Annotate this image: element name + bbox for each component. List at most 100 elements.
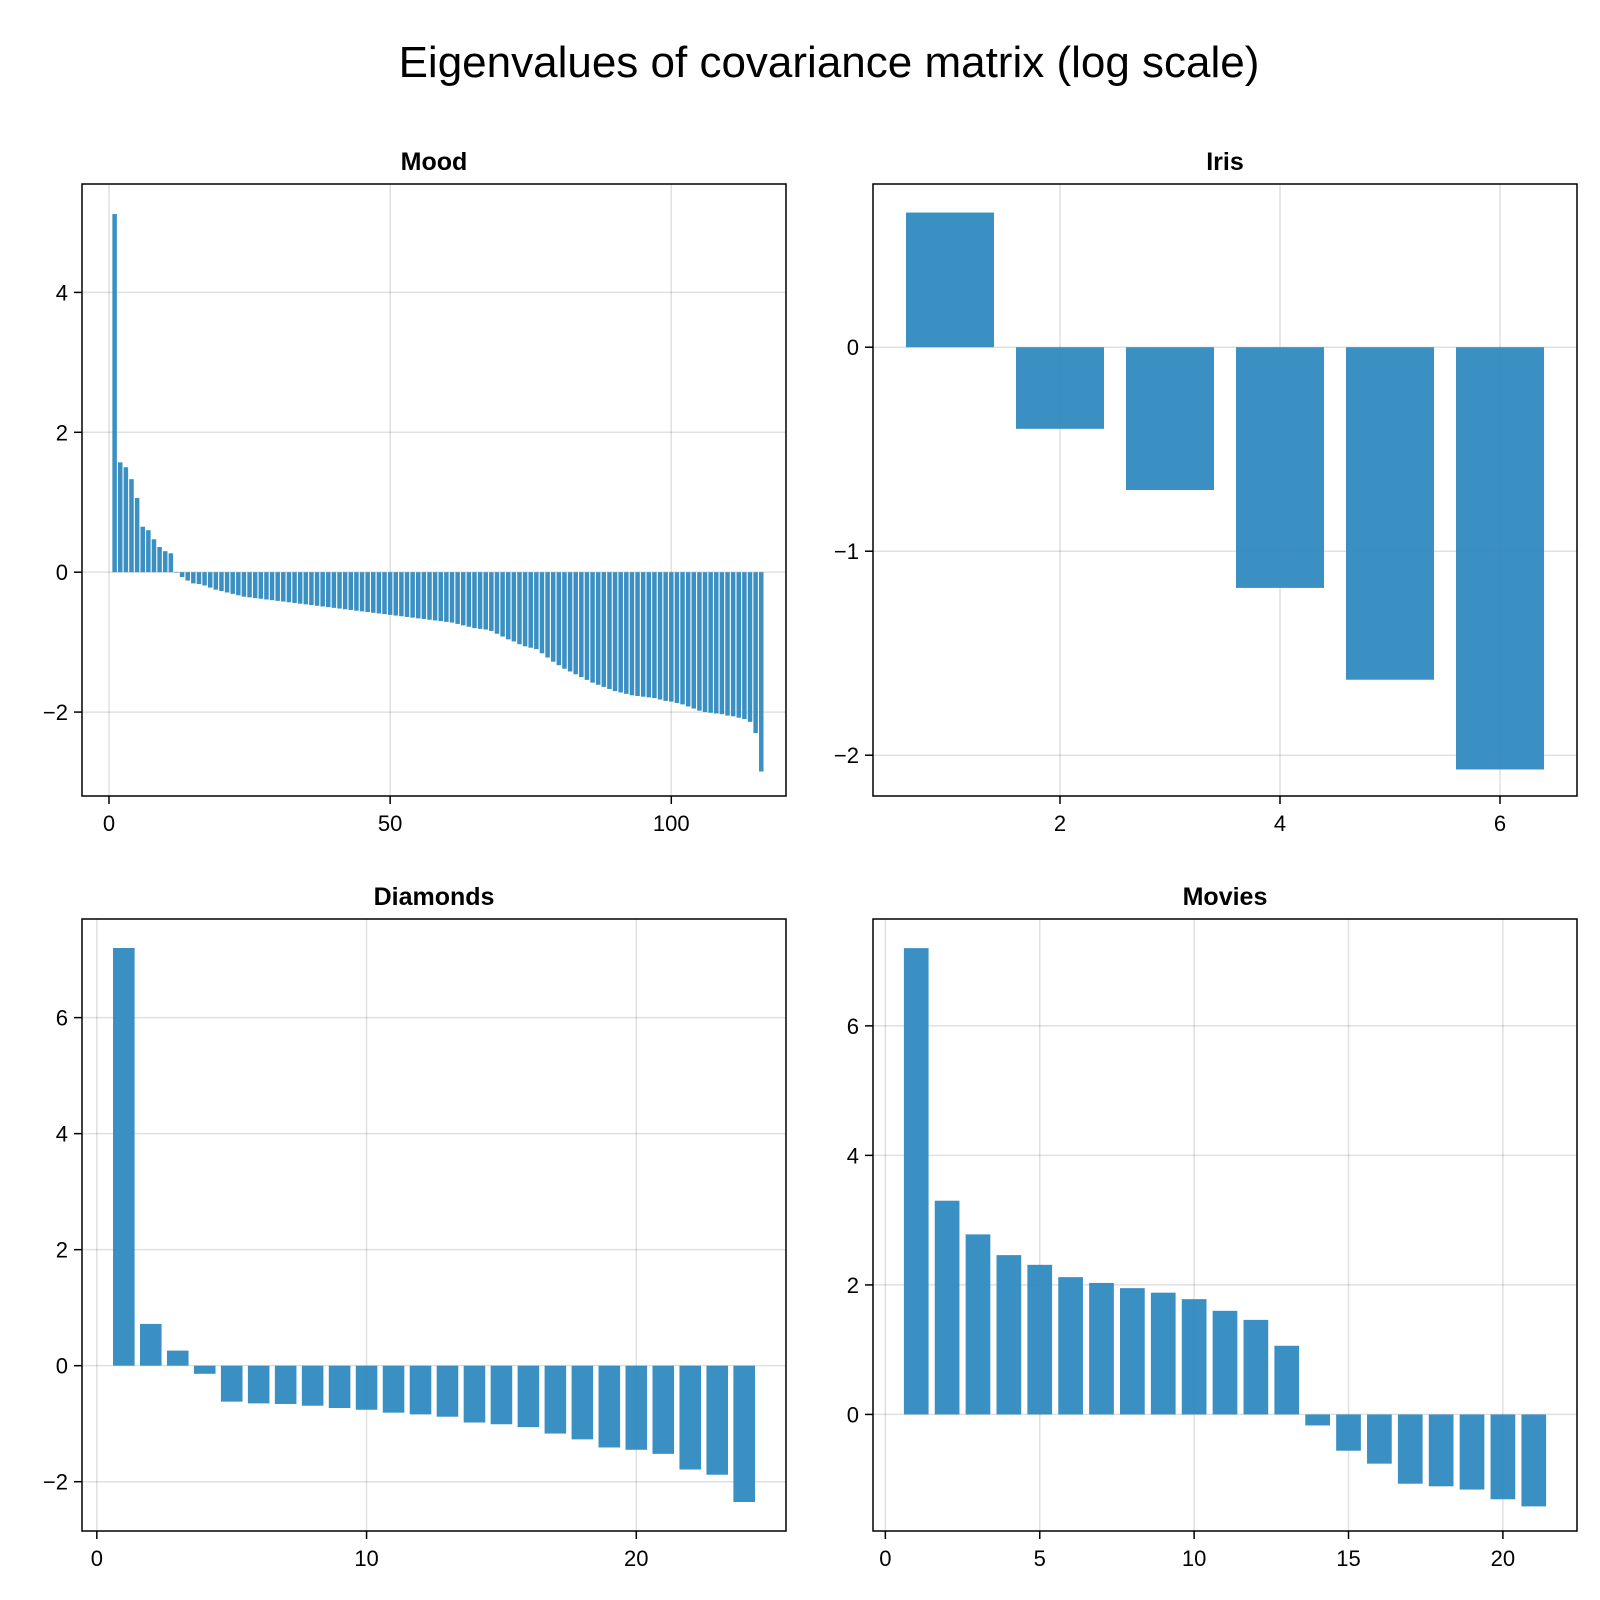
bar (355, 1365, 378, 1410)
figure-title: Eigenvalues of covariance matrix (log sc… (399, 38, 1260, 87)
x-tick-label: 15 (1336, 1546, 1360, 1571)
bar (652, 1365, 675, 1454)
bar (416, 572, 421, 619)
x-tick-label: 6 (1494, 811, 1506, 836)
bar (477, 572, 483, 629)
bar (753, 572, 758, 734)
bar (500, 572, 505, 637)
y-tick-label: 0 (56, 560, 68, 585)
bar (224, 572, 230, 593)
bar (1490, 1414, 1516, 1500)
bar (679, 1365, 702, 1470)
y-tick-label: 4 (56, 280, 68, 305)
bar (733, 1365, 755, 1502)
bar (185, 572, 190, 581)
bar (342, 572, 348, 610)
bar (556, 572, 562, 666)
bar (328, 1365, 351, 1409)
bar (747, 572, 753, 722)
bar (1236, 347, 1324, 588)
x-tick-label: 4 (1274, 811, 1286, 836)
bar (213, 572, 219, 590)
bar (309, 572, 314, 606)
bar (421, 572, 427, 620)
bar (241, 572, 247, 597)
bar (365, 572, 370, 613)
bar (640, 572, 646, 697)
bar (460, 572, 466, 626)
bar (584, 572, 590, 680)
bar (140, 526, 145, 573)
bar (674, 572, 680, 703)
bar (230, 572, 235, 594)
bar (275, 572, 280, 601)
y-tick-label: 2 (847, 1273, 859, 1298)
y-tick-label: −1 (834, 539, 859, 564)
bar (191, 572, 196, 584)
bar (207, 572, 213, 588)
x-tick-label: 0 (879, 1546, 891, 1571)
bar (996, 1255, 1022, 1415)
bar (436, 1365, 459, 1417)
bar (629, 572, 635, 696)
bar (269, 572, 275, 601)
panel-title: Diamonds (374, 883, 495, 911)
bar (168, 553, 174, 573)
bar (410, 572, 415, 618)
bar (1058, 1277, 1083, 1415)
bar (134, 498, 140, 573)
bar (571, 1365, 594, 1440)
bar (1120, 1288, 1145, 1415)
bar (706, 1365, 729, 1475)
bar (292, 572, 297, 603)
bar (219, 572, 224, 592)
bars (112, 214, 764, 772)
bar (129, 479, 134, 573)
bar (663, 572, 668, 701)
bar (590, 572, 595, 683)
x-tick-label: 2 (1054, 811, 1066, 836)
bar (579, 572, 584, 678)
bar (162, 551, 168, 573)
bar (472, 572, 477, 629)
bar (359, 572, 365, 612)
bar (252, 572, 258, 599)
y-tick-label: 0 (56, 1354, 68, 1379)
plot-frame (81, 918, 787, 1532)
bar (483, 572, 488, 630)
bar (393, 572, 399, 616)
bar (736, 572, 742, 718)
bar (297, 572, 303, 604)
bar (303, 572, 309, 605)
bar (1243, 1319, 1269, 1415)
bar (618, 572, 623, 693)
bar (427, 572, 432, 620)
bar (438, 572, 443, 622)
bar (714, 572, 719, 714)
x-tick-label: 20 (624, 1546, 648, 1571)
bar (399, 572, 404, 617)
bar (1027, 1264, 1053, 1415)
bar (1521, 1414, 1547, 1507)
bar (337, 572, 342, 609)
bar (151, 539, 157, 573)
plot-frame (81, 183, 787, 797)
x-tick-label: 10 (1182, 1546, 1206, 1571)
bar (612, 572, 618, 692)
bar (166, 1350, 189, 1366)
y-tick-label: 2 (56, 420, 68, 445)
bar (528, 572, 533, 648)
bar (196, 572, 202, 585)
y-tick-label: 4 (56, 1122, 68, 1147)
x-tick-label: 5 (1034, 1546, 1046, 1571)
bar (691, 572, 697, 709)
bar (157, 547, 162, 573)
bar (517, 1365, 540, 1428)
bar (117, 462, 123, 573)
bar (601, 572, 607, 687)
y-tick-label: 0 (847, 335, 859, 360)
bar (371, 572, 376, 613)
bar (247, 1365, 270, 1404)
bar (669, 572, 674, 702)
